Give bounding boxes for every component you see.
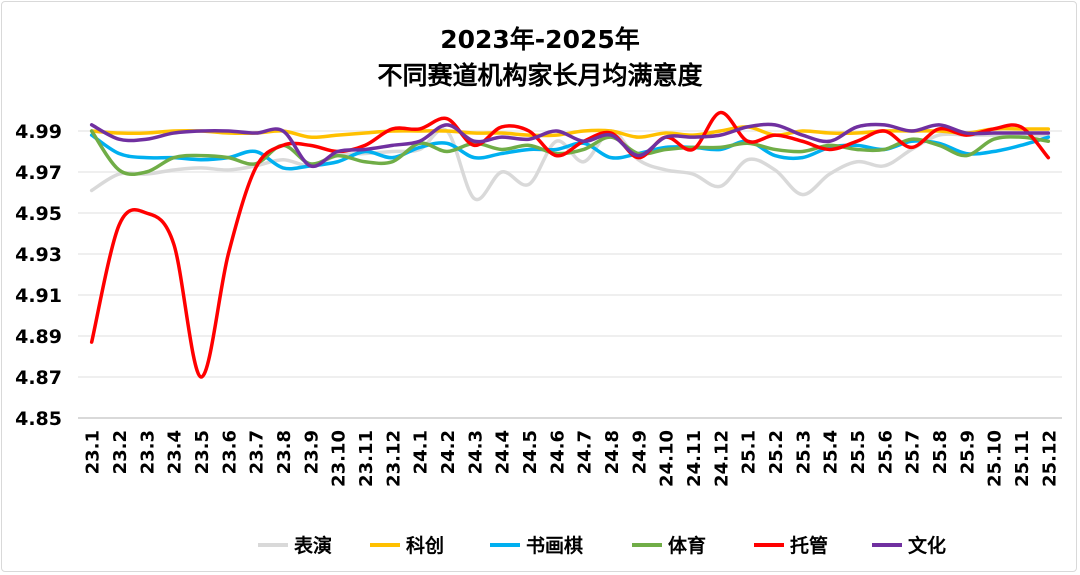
x-tick-label: 25.10 [985,430,1006,487]
x-tick-label: 24.11 [684,430,705,487]
series-line-3 [89,129,1051,177]
x-tick-label: 25.7 [903,430,924,474]
x-tick-label: 23.4 [165,430,186,474]
x-tick-label: 24.4 [493,430,514,474]
legend-label: 书画棋 [526,534,583,557]
x-tick-label: 23.9 [301,430,322,474]
x-tick-label: 23.1 [83,430,104,474]
x-tick-label: 23.5 [192,430,213,474]
chart-title-line-1: 2023年-2025年 [440,25,640,54]
x-tick-label: 23.11 [356,430,377,487]
x-tick-label: 25.1 [739,430,760,474]
y-tick-label: 4.95 [15,203,62,225]
x-tick-label: 25.6 [875,430,896,474]
x-tick-label: 25.8 [930,430,951,474]
x-tick-label: 25.9 [957,430,978,474]
x-tick-label: 23.6 [219,430,240,474]
x-tick-label: 25.3 [793,430,814,474]
x-tick-label: 23.10 [329,430,350,487]
x-tick-label: 24.8 [602,430,623,474]
y-tick-label: 4.91 [15,285,62,307]
x-tick-label: 23.3 [137,430,158,474]
x-tick-label: 25.12 [1039,430,1060,487]
x-tick-label: 24.9 [629,430,650,474]
x-tick-label: 23.7 [247,430,268,474]
legend-label: 文化 [908,534,946,557]
x-tick-label: 23.2 [110,430,131,474]
x-tick-label: 25.4 [821,430,842,474]
series-line-0 [89,127,1051,202]
y-tick-label: 4.85 [15,408,62,430]
legend-label: 表演 [294,534,332,557]
y-tick-label: 4.97 [15,162,62,184]
x-tick-label: 24.7 [575,430,596,474]
y-tick-label: 4.93 [15,244,62,266]
legend-label: 体育 [668,534,706,557]
x-tick-label: 24.5 [520,430,541,474]
legend-label: 托管 [790,534,828,557]
y-tick-label: 4.89 [15,326,62,348]
chart-title-line-2: 不同赛道机构家长月均满意度 [377,61,702,90]
x-tick-label: 25.5 [848,430,869,474]
x-tick-label: 24.12 [711,430,732,487]
legend-label: 科创 [406,534,444,557]
series-line-5 [89,122,1051,169]
x-tick-label: 24.1 [411,430,432,474]
x-tick-label: 24.2 [438,430,459,474]
x-tick-label: 25.11 [1012,430,1033,487]
x-tick-label: 23.8 [274,430,295,474]
y-tick-label: 4.87 [15,367,62,389]
x-tick-label: 25.2 [766,430,787,474]
x-tick-label: 24.10 [657,430,678,487]
y-tick-label: 4.99 [15,121,62,143]
x-tick-label: 23.12 [383,430,404,487]
x-tick-label: 24.6 [547,430,568,474]
x-tick-label: 24.3 [465,430,486,474]
